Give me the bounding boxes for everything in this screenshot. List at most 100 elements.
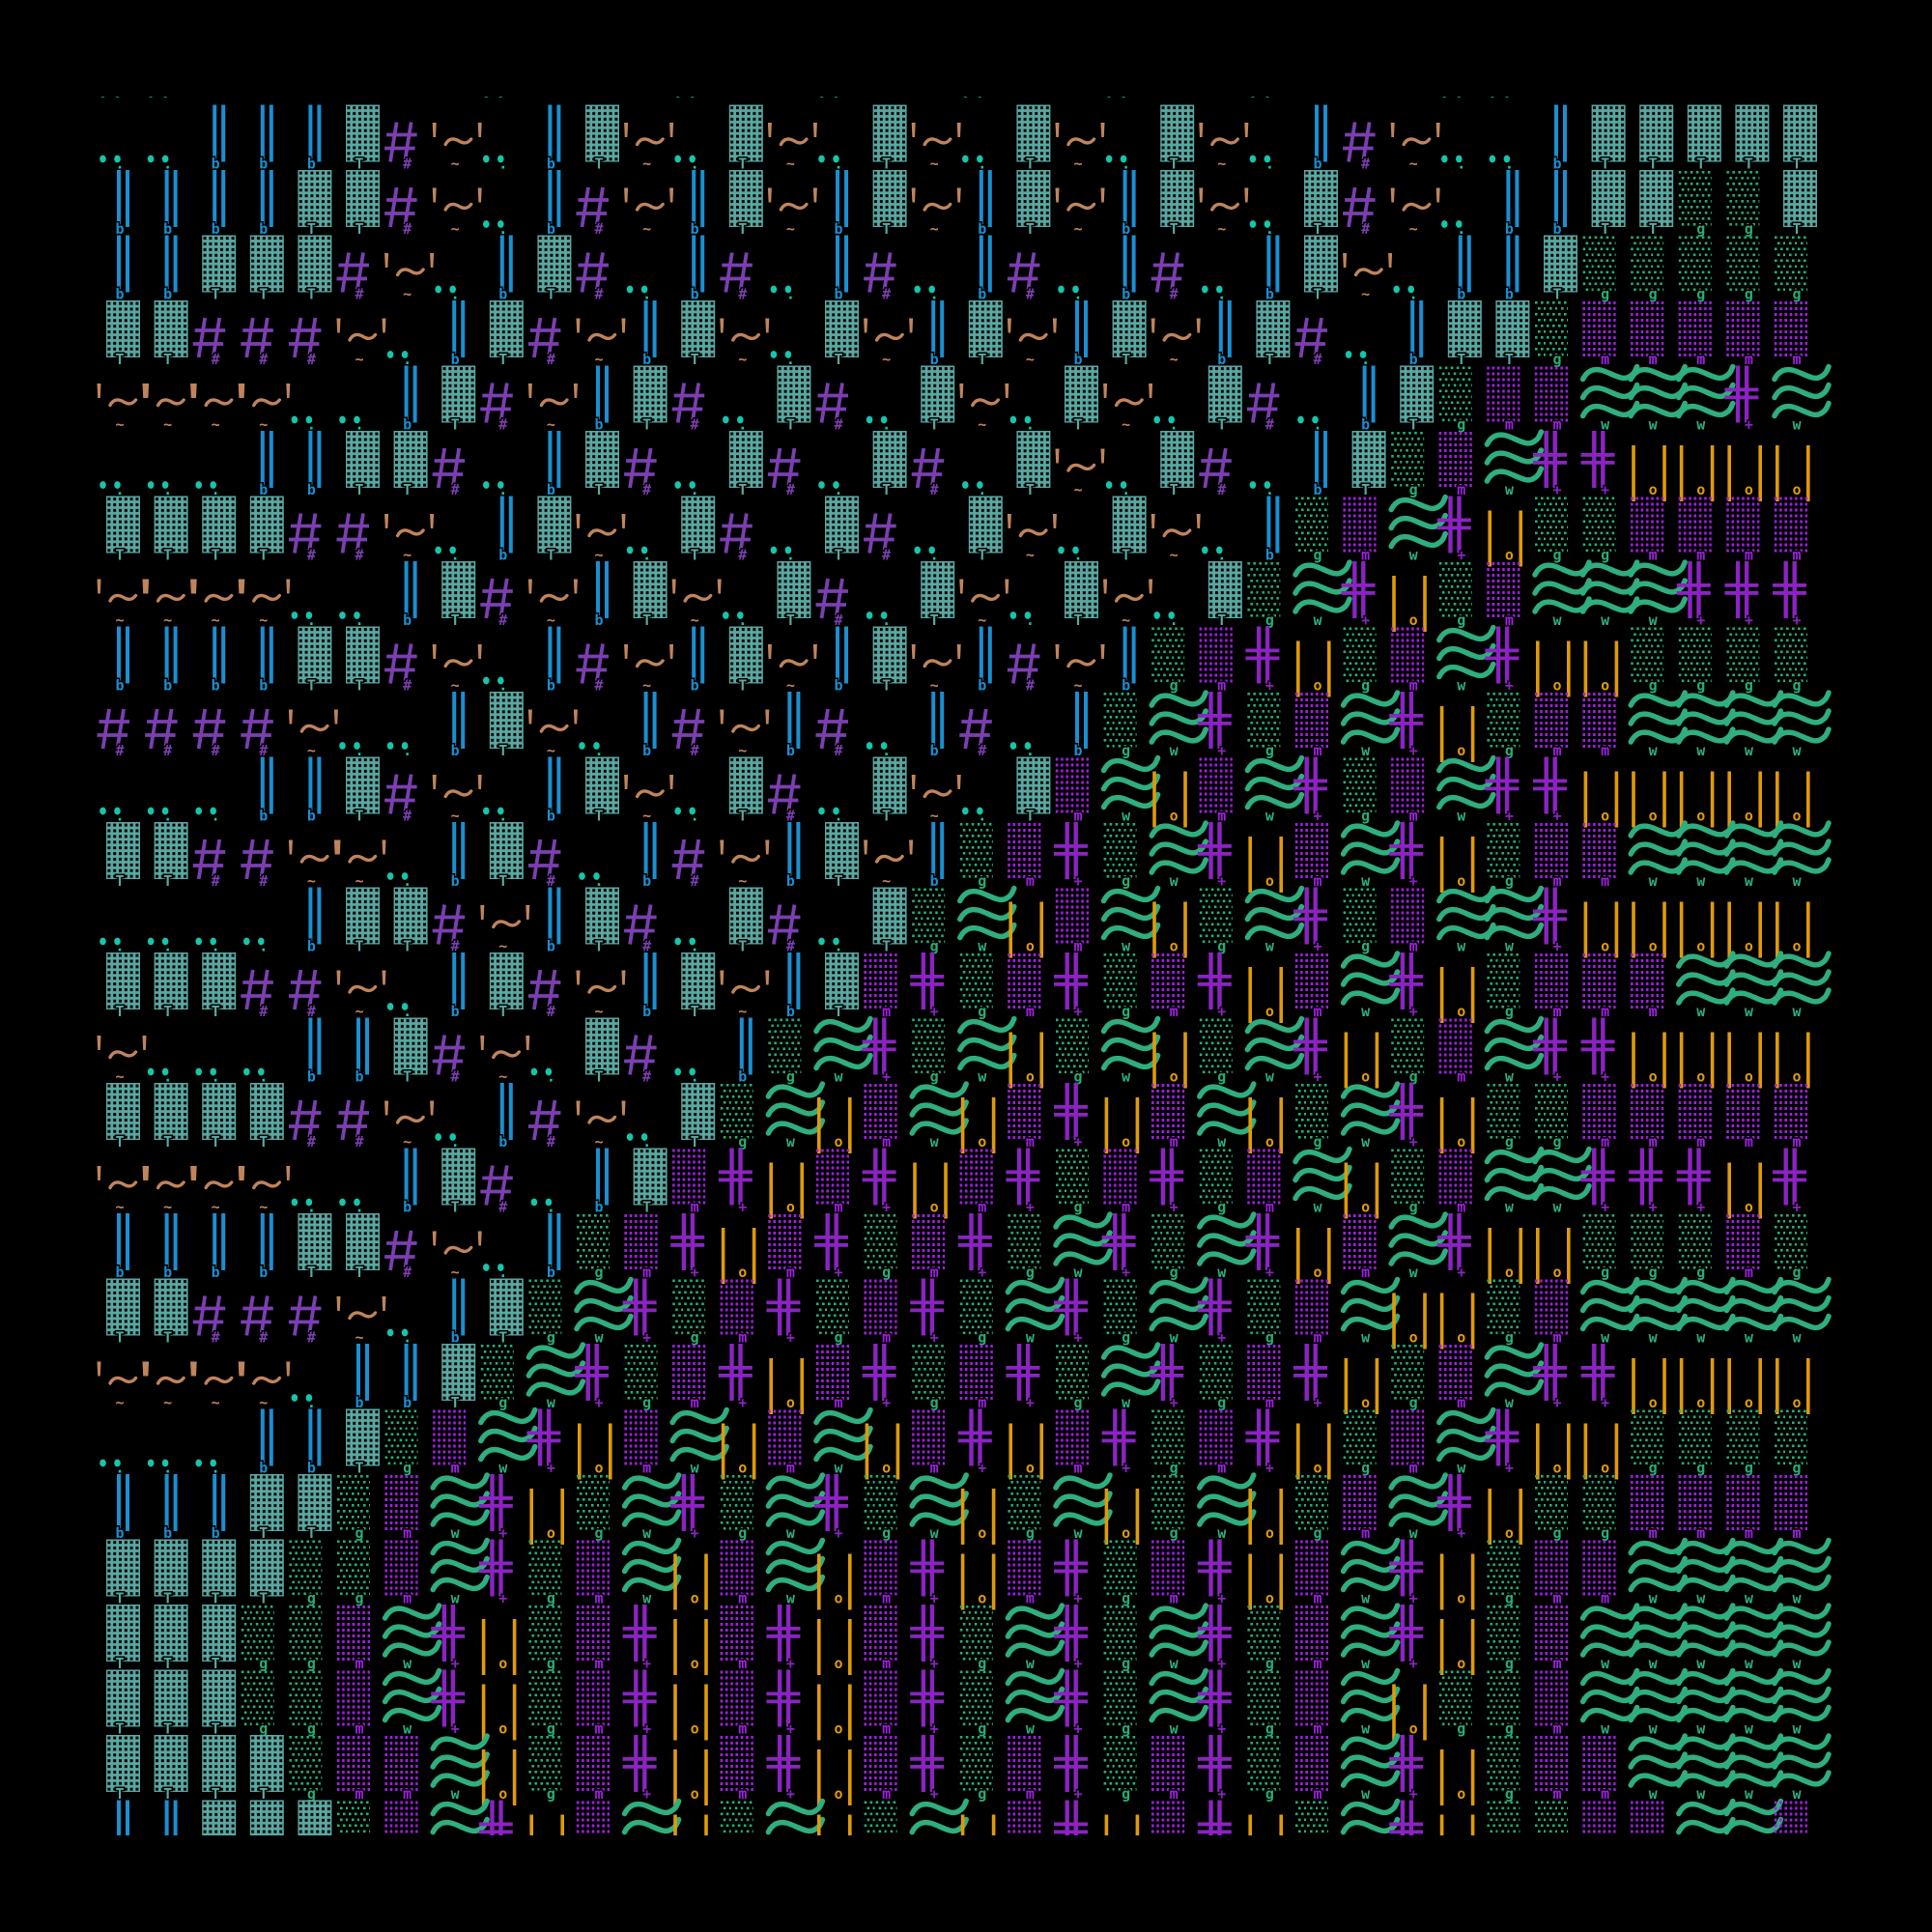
glyph-cell-character: # — [403, 1264, 412, 1281]
double-cross-glyph — [957, 1408, 992, 1466]
double-vertical-bar-glyph — [643, 692, 657, 749]
glyph-cell-character: m — [882, 1329, 891, 1347]
glyph-cell-character: + — [1409, 1003, 1418, 1020]
quoted-tilde-glyph — [239, 577, 292, 603]
glyph-cell-character: w — [1601, 1329, 1610, 1347]
glyph-cell-character: ~ — [930, 677, 939, 695]
glyph-cell-character: w — [1696, 1590, 1706, 1607]
glyph-cell-character: ~ — [355, 872, 363, 890]
glyph-cell-character: . — [451, 286, 460, 303]
double-dot-glyph — [99, 97, 121, 98]
triple-wave-glyph — [1679, 1541, 1733, 1590]
hash-glyph — [383, 772, 419, 816]
glyph-cell-character: g — [930, 1394, 939, 1411]
glyph-cell-character: g — [1361, 938, 1370, 955]
glyph-cell-character: w — [1792, 1785, 1802, 1803]
double-vertical-bar-glyph — [164, 626, 178, 684]
glyph-cell-character: + — [642, 1720, 651, 1738]
glyph-cell-character: b — [547, 808, 555, 825]
glyph-cell-character: T — [786, 611, 795, 629]
glyph-cell-character: # — [547, 1133, 555, 1151]
glyph-cell-character: . — [115, 481, 124, 498]
triple-wave-glyph — [1535, 562, 1589, 611]
glyph-cell-character: w — [1601, 611, 1610, 629]
double-vertical-bar-glyph — [260, 756, 273, 814]
glyph-cell-character: . — [547, 1068, 555, 1086]
glyph-cell-character: # — [642, 938, 651, 955]
glyph-cell-character: w — [451, 1785, 461, 1803]
glyph-cell-character: b — [259, 1460, 268, 1477]
hash-glyph — [383, 185, 419, 229]
triple-wave-glyph — [1775, 1736, 1829, 1785]
glyph-cell-character: o — [498, 1655, 507, 1672]
triple-wave-glyph — [912, 1802, 966, 1836]
triple-wave-glyph — [768, 1802, 822, 1836]
dense-shade-block-glyph — [1160, 431, 1195, 488]
dense-shade-block-glyph — [441, 1148, 476, 1206]
glyph-cell-character: g — [1073, 1068, 1082, 1086]
glyph-cell-character: o — [1601, 938, 1609, 955]
glyph-cell-character: T — [163, 872, 172, 890]
hash-glyph — [813, 381, 850, 425]
dense-shade-block-glyph — [441, 1344, 476, 1401]
glyph-cell-character: g — [1601, 547, 1609, 564]
glyph-cell-character: ~ — [1122, 611, 1130, 629]
quoted-tilde-glyph — [97, 1034, 149, 1060]
double-vertical-bar-glyph — [308, 1017, 322, 1075]
glyph-cell-character: T — [163, 1329, 172, 1347]
light-shade-dots-glyph — [1486, 1800, 1520, 1835]
glyph-cell-character: T — [163, 547, 172, 564]
dense-shade-block-glyph — [298, 235, 332, 293]
quoted-tilde-glyph — [1149, 316, 1203, 342]
glyph-cell-character: + — [691, 1524, 699, 1542]
glyph-cell-character: m — [1361, 547, 1370, 564]
double-vertical-bar-glyph — [931, 692, 945, 749]
glyph-cell-character: o — [1313, 1460, 1321, 1477]
glyph-cell-character: + — [930, 1720, 939, 1738]
light-shade-dots-glyph — [1102, 952, 1137, 1009]
glyph-cell-character: . — [163, 1068, 172, 1086]
hash-glyph — [478, 577, 515, 620]
glyph-cell-character: g — [1505, 1590, 1514, 1607]
light-shade-dots-glyph — [1486, 952, 1520, 1009]
hash-glyph — [718, 250, 754, 295]
dense-shade-block-glyph — [872, 887, 907, 945]
glyph-cell-character: ~ — [1217, 156, 1226, 173]
hash-glyph — [383, 641, 419, 686]
glyph-cell-character: o — [1505, 1524, 1514, 1542]
double-vertical-bar-glyph — [979, 235, 992, 293]
glyph-cell-character: m — [882, 1133, 891, 1151]
glyph-cell-character: b — [212, 220, 220, 238]
medium-shade-dots-glyph — [1580, 822, 1616, 879]
hash-glyph — [766, 772, 803, 816]
glyph-cell-character: + — [1073, 1785, 1082, 1803]
medium-shade-dots-glyph — [670, 1148, 706, 1206]
double-cross-glyph — [1054, 1539, 1088, 1597]
dense-shade-block-glyph — [106, 1539, 140, 1597]
glyph-cell-character: . — [1409, 286, 1418, 303]
glyph-cell-character: g — [1170, 677, 1179, 695]
double-vertical-bar-glyph — [260, 431, 273, 488]
glyph-cell-character: # — [930, 481, 939, 498]
glyph-cell-character: b — [834, 220, 842, 238]
glyph-cell-character: ~ — [403, 286, 412, 303]
glyph-cell-character: g — [1696, 220, 1705, 238]
hash-glyph — [574, 185, 611, 229]
triple-wave-glyph — [1151, 1605, 1206, 1655]
glyph-cell-character: g — [1265, 742, 1274, 759]
light-shade-dots-glyph — [1486, 1605, 1520, 1662]
glyph-cell-character: b — [1265, 547, 1274, 564]
glyph-cell-character: o — [978, 1590, 986, 1607]
glyph-cell-character: + — [1409, 742, 1418, 759]
glyph-cell-character: b — [403, 1394, 412, 1411]
glyph-cell-character: T — [115, 1133, 124, 1151]
glyph-cell-character: ~ — [1073, 677, 1082, 695]
glyph-cell-character: b — [259, 220, 268, 238]
dense-shade-block-glyph — [777, 561, 811, 618]
glyph-cell-character: g — [1361, 677, 1370, 695]
medium-shade-dots-glyph — [1389, 1408, 1425, 1466]
glyph-cell-character: T — [259, 286, 268, 303]
glyph-cell-character: g — [1265, 1329, 1274, 1347]
glyph-cell-character: . — [786, 351, 795, 368]
